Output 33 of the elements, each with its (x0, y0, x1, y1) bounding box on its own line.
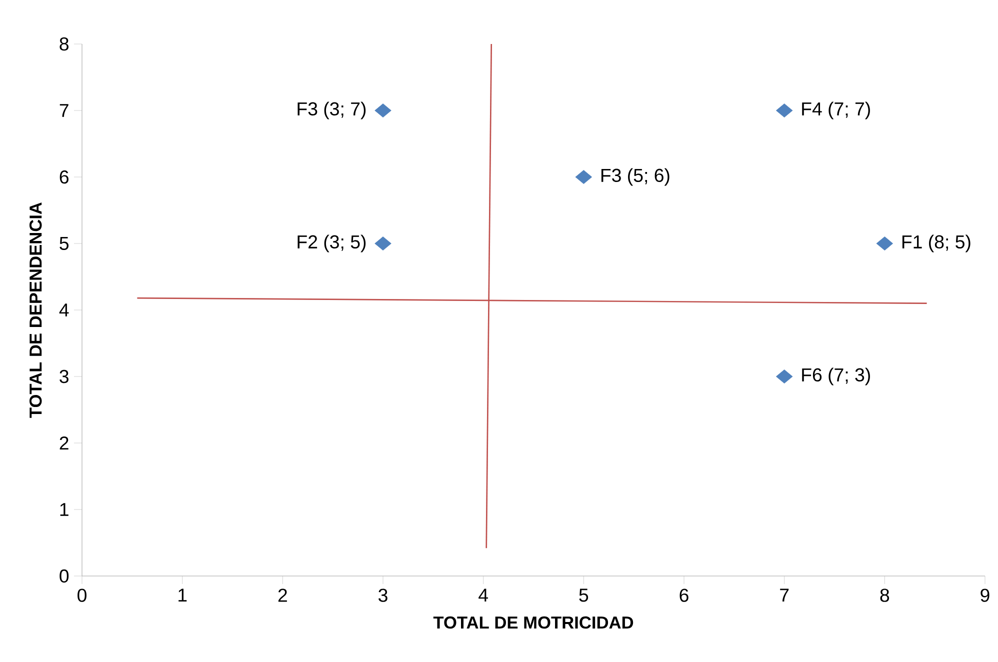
x-axis-title: TOTAL DE MOTRICIDAD (433, 616, 634, 629)
x-tick-label: 8 (880, 588, 890, 602)
point (374, 104, 392, 118)
y-tick-label: 6 (60, 170, 68, 184)
y-tick-label: 1 (60, 503, 68, 516)
x-tick-label: 9 (980, 588, 990, 602)
annotation: F1 (8; 5) (902, 234, 970, 252)
annotation: F3 (3; 7) (298, 102, 366, 120)
annotation: F6 (7; 3) (802, 368, 870, 386)
x-tick-label: 1 (178, 588, 187, 602)
y-tick-label: 0 (60, 569, 69, 583)
y-tick-label: 3 (60, 370, 68, 384)
point (575, 170, 592, 184)
annotation: F4 (7; 7) (802, 102, 870, 120)
annotation: F2 (3; 5) (298, 234, 366, 252)
x-tick-label: 6 (680, 588, 688, 602)
x-tick-label: 0 (78, 588, 86, 602)
y-tick-label: 7 (60, 104, 68, 117)
x-tick-label: 4 (478, 588, 488, 602)
point (776, 370, 793, 384)
y-tick-label: 2 (60, 436, 68, 450)
y-tick-label: 4 (59, 304, 69, 316)
point (776, 104, 793, 118)
point (374, 236, 392, 250)
y-tick-label: 5 (60, 236, 69, 250)
x-tick-label: 3 (378, 588, 388, 602)
point (876, 236, 893, 250)
x-tick-label: 7 (780, 588, 789, 602)
annotation: F3 (5; 6) (601, 168, 670, 186)
x-tick-label: 5 (579, 588, 588, 602)
x-tick-label: 2 (278, 588, 287, 602)
y-axis-title: TOTAL DE DEPENDENCIA (29, 202, 42, 418)
y-tick-label: 8 (60, 37, 68, 51)
